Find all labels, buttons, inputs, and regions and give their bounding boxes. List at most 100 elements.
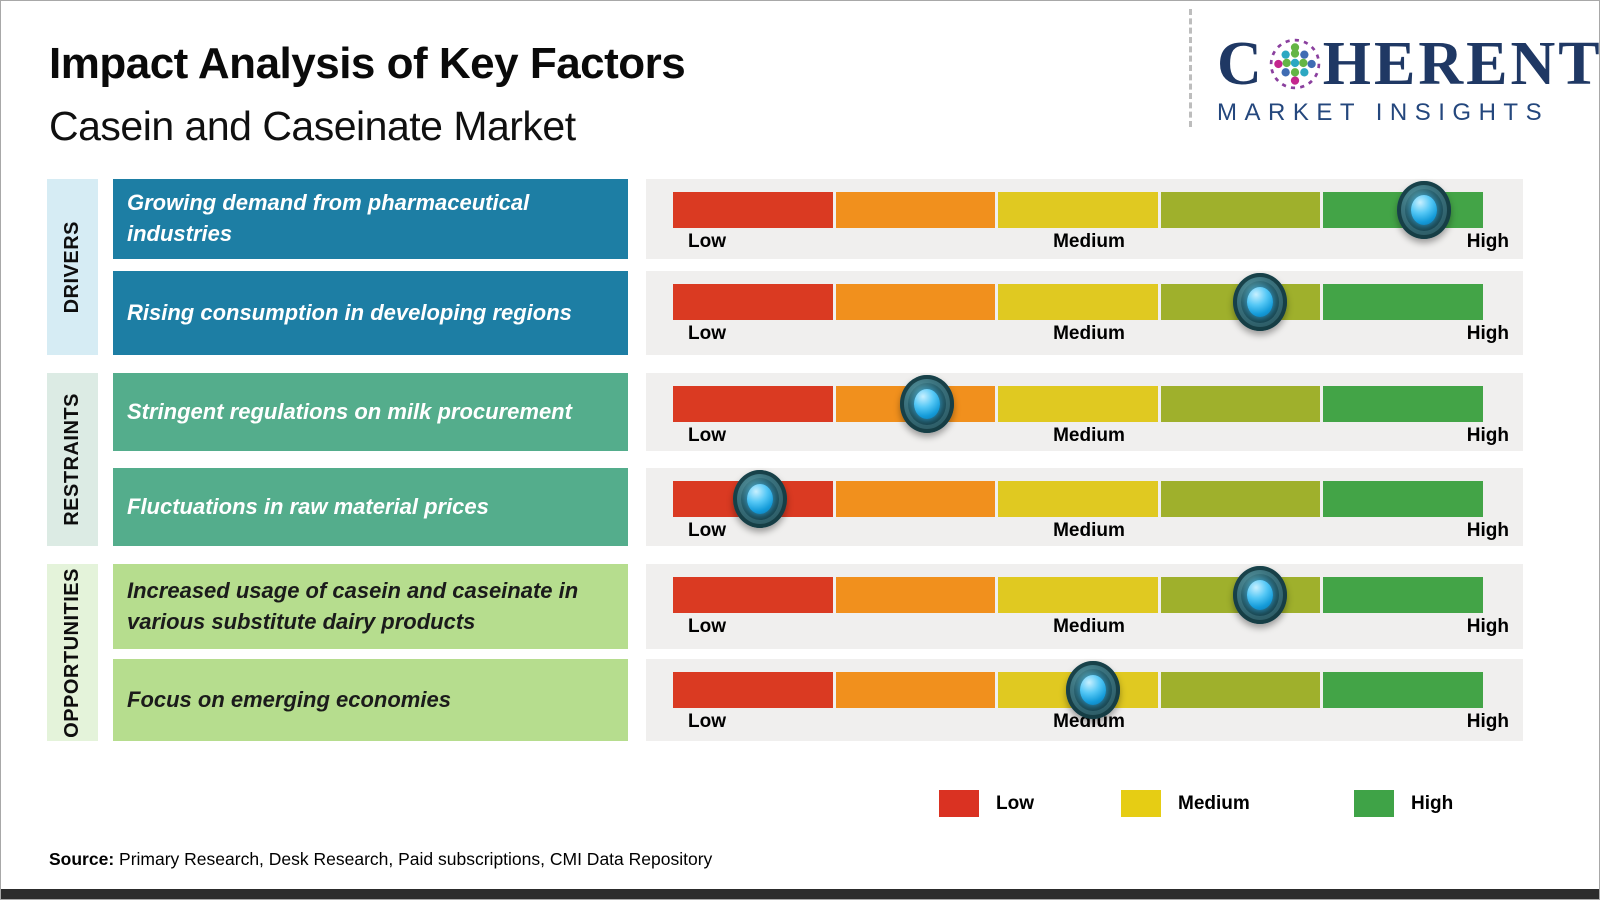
impact-marker [1066,661,1121,719]
page-subtitle: Casein and Caseinate Market [49,103,576,149]
scale-labels: Low Medium High [646,323,1523,347]
factor-label: Growing demand from pharmaceutical indus… [127,190,530,246]
group-label-text: RESTRAINTS [61,393,83,526]
impact-gradient-bar [673,284,1483,320]
impact-marker-core [747,484,773,514]
scale-labels: Low Medium High [646,711,1523,735]
scale-label-medium: Medium [1053,425,1125,446]
scale-label-low: Low [688,425,726,446]
scale-labels: Low Medium High [646,425,1523,449]
scale-label-medium: Medium [1053,323,1125,344]
scale-segment-low [673,192,833,228]
impact-scale: Low Medium High [646,179,1523,259]
scale-segment-high [1323,577,1483,613]
impact-gradient-bar [673,481,1483,517]
scale-segment-medium [998,284,1158,320]
logo-wordmark: C HERENT [1217,30,1600,98]
factor-box: Focus on emerging economies [113,659,628,741]
factor-label: Rising consumption in developing regions [127,299,572,325]
legend-swatch-low [939,790,979,817]
bottom-accent-bar [1,889,1599,899]
scale-label-high: High [1466,520,1509,541]
impact-marker [733,470,787,528]
scale-segment-low-medium [835,577,996,613]
scale-label-high: High [1466,616,1509,637]
scale-label-medium: Medium [1053,711,1125,732]
scale-labels: Low Medium High [646,231,1523,255]
scale-label-medium: Medium [1053,520,1125,541]
scale-segment-medium-high [1160,672,1321,708]
scale-segment-low [673,672,833,708]
source-note: Source: Primary Research, Desk Research,… [49,849,712,870]
impact-scale: Low Medium High [646,373,1523,451]
factor-label: Stringent regulations on milk procuremen… [127,398,572,424]
scale-segment-medium [998,386,1158,422]
scale-segment-low-medium [835,481,996,517]
dashed-divider [1189,9,1192,127]
scale-labels: Low Medium High [646,520,1523,544]
scale-label-low: Low [688,231,726,252]
impact-marker-core [913,389,940,419]
impact-marker-core [1080,675,1107,705]
impact-scale: Low Medium High [646,659,1523,741]
scale-segment-high [1323,284,1483,320]
group-label-restraints: RESTRAINTS [47,373,98,546]
scale-segment-high [1323,672,1483,708]
legend-label-medium: Medium [1178,792,1250,814]
impact-scale: Low Medium High [646,468,1523,546]
scale-segment-medium [998,577,1158,613]
dot-globe-icon [1269,38,1321,90]
logo-letters-herent: HERENT [1322,30,1600,98]
scale-segment-high [1323,386,1483,422]
scale-segment-medium-high [1160,386,1321,422]
scale-segment-medium-high [1160,192,1321,228]
source-label: Source: [49,849,115,869]
legend-swatch-medium [1121,790,1161,817]
coherent-market-insights-logo: C HERENT MARKET INSIGHTS [1217,30,1600,127]
impact-marker-core [1410,195,1437,225]
factor-label: Increased usage of casein and caseinate … [127,577,579,634]
scale-segment-high [1323,481,1483,517]
scale-label-high: High [1466,231,1509,252]
logo-tagline: MARKET INSIGHTS [1217,99,1550,126]
legend-item-medium: Medium [1121,790,1250,817]
scale-segment-low-medium [835,192,996,228]
scale-segment-medium-high [1160,481,1321,517]
scale-segment-low-medium [835,284,996,320]
scale-label-low: Low [688,323,726,344]
impact-gradient-bar [673,386,1483,422]
legend-swatch-high [1354,790,1394,817]
factor-label: Fluctuations in raw material prices [127,493,489,519]
scale-labels: Low Medium High [646,616,1523,640]
scale-segment-low [673,386,833,422]
impact-marker-core [1246,287,1273,317]
scale-label-high: High [1466,425,1509,446]
page-title: Impact Analysis of Key Factors [49,39,686,88]
impact-scale: Low Medium High [646,271,1523,355]
scale-segment-low [673,577,833,613]
impact-marker-core [1246,580,1273,610]
factor-label: Focus on emerging economies [127,686,451,712]
impact-marker [899,375,954,433]
legend-label-high: High [1411,792,1454,814]
impact-marker [1396,181,1451,239]
impact-gradient-bar [673,192,1483,228]
scale-segment-medium [998,481,1158,517]
impact-marker [1232,566,1287,624]
group-label-drivers: DRIVERS [47,179,98,355]
group-label-opportunities: OPPORTUNITIES [47,564,98,741]
factor-box: Increased usage of casein and caseinate … [113,564,628,649]
impact-gradient-bar [673,577,1483,613]
scale-label-medium: Medium [1053,616,1125,637]
source-text: Primary Research, Desk Research, Paid su… [114,849,713,869]
scale-label-low: Low [688,711,726,732]
scale-label-low: Low [688,616,726,637]
impact-scale: Low Medium High [646,564,1523,649]
legend-label-low: Low [996,792,1034,814]
scale-segment-low-medium [835,672,996,708]
legend-item-high: High [1354,790,1453,817]
legend-item-low: Low [939,790,1034,817]
scale-segment-low [673,284,833,320]
factor-box: Stringent regulations on milk procuremen… [113,373,628,451]
